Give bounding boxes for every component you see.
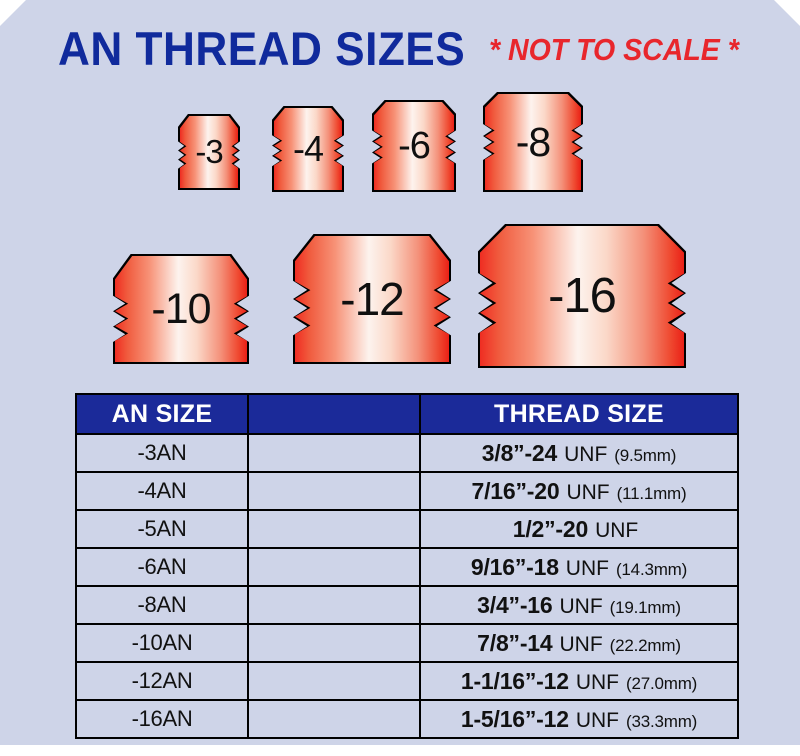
- page-title: AN THREAD SIZES: [58, 22, 466, 75]
- fitting-body: [295, 236, 449, 362]
- thread-standard: UNF: [575, 708, 619, 732]
- cell-an-size: -8AN: [75, 585, 249, 625]
- thread-fraction: 1/2”-20: [512, 515, 589, 542]
- fitting-label: -8: [515, 118, 551, 165]
- fitting-diagram-10: -10: [113, 254, 249, 364]
- column-header-middle: [247, 393, 421, 435]
- fitting-diagram-4: -4: [272, 106, 344, 192]
- not-to-scale-note: * NOT TO SCALE *: [489, 32, 739, 67]
- cell-thread-size: 7/16”-20 UNF (11.1mm): [419, 471, 739, 511]
- fitting-body: [480, 226, 684, 366]
- thread-fraction: 1-1/16”-12: [460, 667, 569, 694]
- thread-standard: UNF: [559, 632, 603, 656]
- fitting-inner: [274, 108, 342, 190]
- fitting-body: [180, 116, 238, 188]
- cell-thread-size: 3/4”-16 UNF (19.1mm): [419, 585, 739, 625]
- cell-an-size: -12AN: [75, 661, 249, 701]
- thread-fraction: 1-5/16”-12: [460, 705, 569, 732]
- fitting-inner: [480, 226, 684, 366]
- fitting-diagram-6: -6: [372, 100, 456, 192]
- table-row: -5AN 1/2”-20 UNF: [75, 509, 739, 549]
- thread-fraction: 3/8”-24: [481, 439, 558, 466]
- fitting-label: -10: [151, 284, 211, 333]
- thread-fraction: 3/4”-16: [477, 591, 553, 618]
- cell-thread-size: 1-1/16”-12 UNF (27.0mm): [419, 661, 739, 701]
- table-row: -16AN 1-5/16”-12 UNF (33.3mm): [75, 699, 739, 739]
- fitting-inner: [295, 236, 449, 362]
- thread-standard: UNF: [565, 556, 609, 580]
- cell-thread-size: 1-5/16”-12 UNF (33.3mm): [419, 699, 739, 739]
- fitting-label: -12: [340, 273, 404, 325]
- column-header-an-size: AN SIZE: [75, 393, 249, 435]
- table-body: -3AN 3/8”-24 UNF (9.5mm) -4AN: [75, 433, 739, 739]
- thread-size-table-wrapper: AN SIZE THREAD SIZE -3AN 3/8”-24 UNF (9.…: [75, 393, 739, 739]
- table-row: -8AN 3/4”-16 UNF (19.1mm): [75, 585, 739, 625]
- cell-thread-size: 3/8”-24 UNF (9.5mm): [419, 433, 739, 473]
- title-row: AN THREAD SIZES * NOT TO SCALE *: [0, 20, 800, 80]
- fitting-label: -3: [195, 133, 223, 170]
- thread-metric: (19.1mm): [609, 597, 681, 617]
- fitting-body: [374, 102, 454, 190]
- table-row: -6AN 9/16”-18 UNF (14.3mm): [75, 547, 739, 587]
- cell-thread-size: 1/2”-20 UNF: [419, 509, 739, 549]
- thread-standard: UNF: [564, 442, 608, 466]
- cell-middle: [247, 661, 421, 701]
- cell-an-size: -3AN: [75, 433, 249, 473]
- fitting-inner: [485, 94, 581, 190]
- cell-middle: [247, 623, 421, 663]
- fitting-label: -6: [398, 124, 431, 167]
- fitting-inner: [115, 256, 247, 362]
- fitting-body: [485, 94, 581, 190]
- cell-an-size: -16AN: [75, 699, 249, 739]
- thread-size-table: AN SIZE THREAD SIZE -3AN 3/8”-24 UNF (9.…: [75, 393, 739, 739]
- cell-an-size: -5AN: [75, 509, 249, 549]
- thread-metric: (9.5mm): [614, 445, 677, 465]
- table-row: -10AN 7/8”-14 UNF (22.2mm): [75, 623, 739, 663]
- fitting-illustrations: -3 -4 -6 -8: [113, 92, 686, 368]
- thread-metric: (27.0mm): [626, 673, 698, 693]
- fitting-body: [115, 256, 247, 362]
- thread-fraction: 7/8”-14: [477, 629, 553, 656]
- fitting-diagram-16: -16: [478, 224, 686, 368]
- fitting-label: -16: [548, 269, 617, 323]
- table-header-row: AN SIZE THREAD SIZE: [75, 393, 739, 435]
- table-row: -4AN 7/16”-20 UNF (11.1mm): [75, 471, 739, 511]
- fitting-diagram-12: -12: [293, 234, 451, 364]
- fitting-inner: [374, 102, 454, 190]
- cell-middle: [247, 509, 421, 549]
- table-row: -3AN 3/8”-24 UNF (9.5mm): [75, 433, 739, 473]
- cell-an-size: -6AN: [75, 547, 249, 587]
- cell-middle: [247, 699, 421, 739]
- thread-metric: (11.1mm): [616, 483, 687, 503]
- fitting-body: [274, 108, 342, 190]
- cell-an-size: -10AN: [75, 623, 249, 663]
- thread-metric: (22.2mm): [609, 635, 681, 655]
- column-header-thread-size: THREAD SIZE: [419, 393, 739, 435]
- cell-an-size: -4AN: [75, 471, 249, 511]
- fitting-label: -4: [292, 128, 324, 169]
- cell-middle: [247, 471, 421, 511]
- thread-standard: UNF: [559, 594, 603, 618]
- thread-metric: (33.3mm): [626, 711, 698, 731]
- thread-fraction: 9/16”-18: [470, 553, 559, 580]
- thread-standard: UNF: [595, 518, 639, 542]
- thread-fraction: 7/16”-20: [471, 477, 560, 504]
- thread-metric: (14.3mm): [615, 559, 688, 579]
- cell-middle: [247, 585, 421, 625]
- cell-middle: [247, 433, 421, 473]
- cell-thread-size: 7/8”-14 UNF (22.2mm): [419, 623, 739, 663]
- thread-standard: UNF: [575, 670, 619, 694]
- fitting-inner: [180, 116, 238, 188]
- table-row: -12AN 1-1/16”-12 UNF (27.0mm): [75, 661, 739, 701]
- thread-standard: UNF: [566, 480, 610, 504]
- cell-thread-size: 9/16”-18 UNF (14.3mm): [419, 547, 739, 587]
- fitting-diagram-3: -3: [178, 114, 240, 190]
- fitting-diagram-8: -8: [483, 92, 583, 192]
- cell-middle: [247, 547, 421, 587]
